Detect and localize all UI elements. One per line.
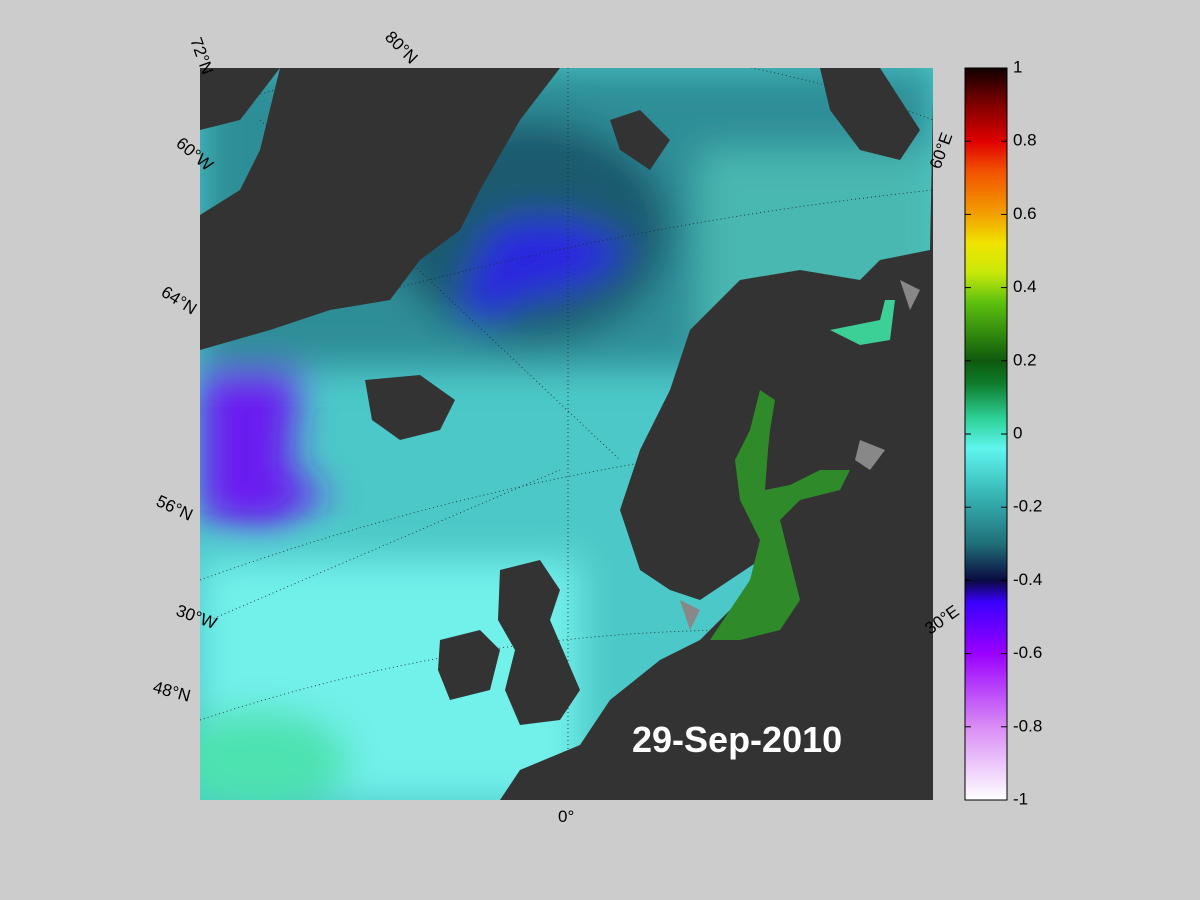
colorbar <box>964 67 1008 801</box>
date-label: 29-Sep-2010 <box>632 719 842 760</box>
graticule-label: 64°N <box>158 282 200 318</box>
colorbar-tick-label: 0.6 <box>1013 204 1037 223</box>
colorbar-tick-label: -0.2 <box>1013 497 1042 516</box>
graticule-label: 56°N <box>153 491 195 524</box>
colorbar-tick-label: -0.8 <box>1013 716 1042 735</box>
colorbar-tick-label: 0.8 <box>1013 131 1037 150</box>
colorbar-tick-label: 0.4 <box>1013 277 1037 296</box>
map-area <box>200 68 933 800</box>
graticule-label: 72°N <box>186 35 217 77</box>
colorbar-tick-label: -0.6 <box>1013 643 1042 662</box>
colorbar-tick-label: -1 <box>1013 789 1028 808</box>
graticule-label: 80°N <box>381 27 421 67</box>
colorbar-tick-label: 0 <box>1013 423 1022 442</box>
colorbar-scale <box>964 67 1008 801</box>
colorbar-tick-label: 1 <box>1013 57 1022 76</box>
colorbar-tick-label: 0.2 <box>1013 350 1037 369</box>
graticule-label: 48°N <box>151 678 193 706</box>
graticule-label: 0° <box>558 807 574 826</box>
colorbar-tick-label: -0.4 <box>1013 570 1042 589</box>
